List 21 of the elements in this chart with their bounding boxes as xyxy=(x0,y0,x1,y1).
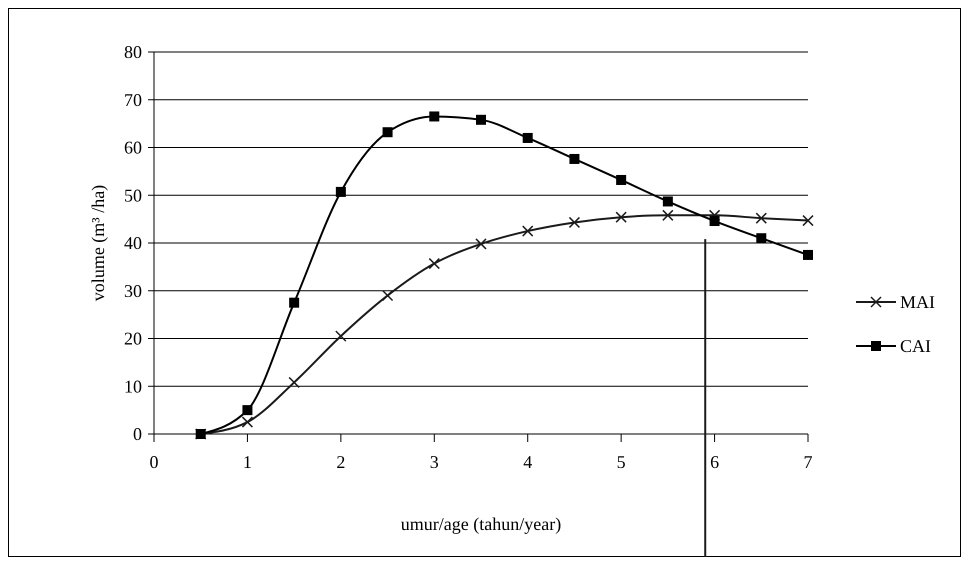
legend-label: CAI xyxy=(900,336,932,356)
y-tick-label: 30 xyxy=(124,280,142,301)
x-tick-label: 7 xyxy=(804,452,812,472)
y-tick-label: 80 xyxy=(124,42,142,62)
y-tick-label: 60 xyxy=(124,138,142,158)
x-tick-label: 5 xyxy=(616,452,626,472)
y-tick-label: 50 xyxy=(124,185,142,206)
x-axis-title: umur/age (tahun/year) xyxy=(400,514,562,534)
y-tick-label: 40 xyxy=(124,233,142,253)
x-tick-label: 0 xyxy=(150,452,158,472)
legend-label: MAI xyxy=(900,292,936,312)
x-tick-label: 4 xyxy=(523,452,532,472)
y-tick-label: 20 xyxy=(124,328,142,348)
x-tick-label: 1 xyxy=(242,452,252,472)
x-tick-label: 3 xyxy=(430,452,439,472)
y-tick-label: 10 xyxy=(124,376,142,396)
x-tick-label: 2 xyxy=(336,452,346,472)
y-tick-label: 0 xyxy=(133,424,142,444)
y-axis-title: volume (m³ /ha) xyxy=(88,184,108,302)
y-tick-label: 70 xyxy=(124,90,142,110)
x-tick-label: 6 xyxy=(710,452,720,472)
